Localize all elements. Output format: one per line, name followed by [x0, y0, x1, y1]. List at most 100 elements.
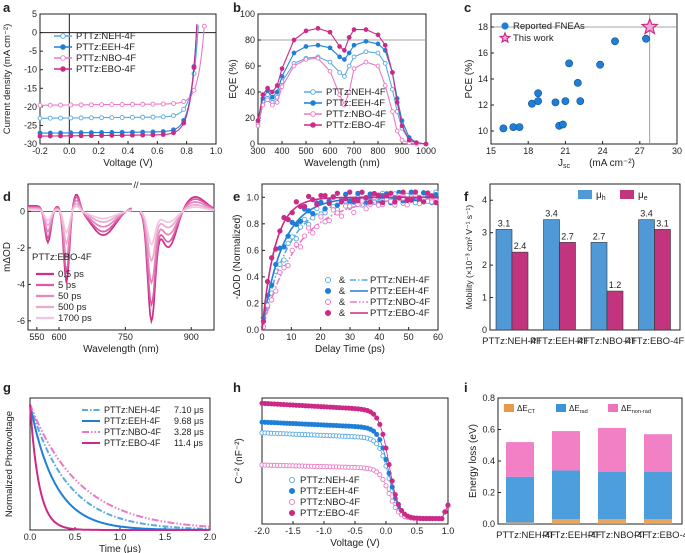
- panel-b-point: [315, 42, 321, 48]
- panel-f-bar-label: 3.1: [656, 218, 669, 228]
- panel-h-legend-marker: [288, 498, 296, 506]
- panel-e-point: [334, 210, 341, 216]
- panel-e-ylabel: -ΔOD (Normalized): [232, 214, 243, 299]
- panel-e-point: [297, 218, 304, 225]
- panel-i-legend-swatch: [608, 404, 618, 412]
- panel-label-h: h: [233, 380, 241, 395]
- panel-e-point: [330, 194, 336, 200]
- panel-f-legend-swatch: [620, 190, 634, 199]
- panel-i-bar-segment: [552, 519, 580, 524]
- panel-d-legend-entry: 50 ps: [58, 291, 81, 302]
- panel-i-ytick-label: 0.2: [482, 488, 495, 498]
- panel-i-legend-entry: ΔEnon-rad: [621, 404, 651, 415]
- panel-h-legend-entry: PTTz:NBO-4F: [300, 497, 360, 508]
- panel-b-point: [270, 102, 275, 108]
- panel-a-point: [160, 101, 166, 107]
- panel-e-point: [310, 230, 316, 236]
- panel-label-b: b: [233, 0, 241, 15]
- panel-a-xtick-label: 0.2: [92, 146, 105, 156]
- panel-a-ylabel: Current density (mA cm⁻²): [2, 24, 13, 135]
- panel-e-point: [322, 206, 328, 212]
- panel-h-xtick-label: 0.0: [380, 526, 393, 536]
- panel-b-point: [351, 54, 357, 60]
- panel-e-point: [285, 262, 291, 269]
- panel-b-point: [399, 137, 405, 143]
- panel-i-legend-swatch: [504, 404, 514, 412]
- panel-h-xtick-label: -1.0: [316, 526, 332, 536]
- panel-g-legend-lifetime: 11.4 μs: [174, 438, 204, 448]
- panel-a-legend-marker: [60, 66, 66, 72]
- panel-i-ylabel: Energy loss (eV): [468, 424, 479, 498]
- panel-i-bar-segment: [644, 472, 672, 520]
- panel-h-point: [371, 428, 377, 434]
- panel-f-legend-entry: μh: [596, 190, 606, 202]
- panel-i-ytick-label: 0.6: [482, 425, 495, 435]
- panel-i-bar-segment: [598, 427, 626, 473]
- panel-c-point: [559, 120, 567, 129]
- panel-e-point: [264, 278, 271, 285]
- panel-f-legend-entry: μe: [638, 190, 648, 202]
- panel-e-point: [347, 203, 353, 209]
- panel-b-legend-entry: PTTz:EEH-4F: [326, 98, 385, 109]
- panel-label-a: a: [3, 0, 11, 15]
- panel-h-legend-entry: PTTz:EEH-4F: [300, 486, 359, 497]
- panel-e-point: [314, 224, 320, 230]
- panel-f-ylabel: Mobility (×10⁻³ cm² V⁻¹ s⁻¹): [464, 205, 474, 310]
- panel-e-legend-entry: PTTz:EBO-4F: [370, 308, 430, 319]
- panel-e-point: [269, 255, 275, 261]
- panel-i-ytick-label: 0.4: [482, 456, 495, 466]
- panel-b-legend-entry: PTTz:NBO-4F: [326, 109, 386, 120]
- panel-e-point: [314, 201, 320, 208]
- panel-e-ytick-label: 0.0: [246, 325, 259, 335]
- panel-a-point: [160, 114, 166, 120]
- panel-label-c: c: [464, 0, 471, 15]
- panel-e-point: [416, 195, 423, 201]
- panel-h-point: [374, 431, 380, 437]
- panel-h-point: [371, 411, 377, 417]
- panel-g-xtick-label: 0.5: [69, 532, 82, 542]
- panel-a-ytick-label: -30: [24, 139, 37, 149]
- panel-f-ytick-label: 0: [482, 325, 487, 335]
- panel-e-point: [310, 197, 316, 203]
- panel-a-point: [129, 132, 135, 138]
- panel-b-xtick-label: 300: [250, 146, 265, 156]
- panel-a-point: [119, 115, 125, 120]
- panel-e-legend-marker: [324, 309, 332, 317]
- panel-a-point: [150, 114, 156, 120]
- panel-b-point: [363, 49, 369, 55]
- panel-e-point: [301, 203, 308, 210]
- panel-b-xtick-label: 400: [274, 146, 289, 156]
- panel-e-point: [355, 198, 361, 204]
- panel-e-ytick-label: 0.2: [246, 298, 259, 308]
- panel-b-point: [414, 140, 419, 146]
- panel-e-point: [392, 199, 398, 205]
- panel-a-point: [47, 115, 53, 121]
- panel-b-point: [327, 59, 333, 65]
- panel-d-xtick-label: 900: [184, 332, 199, 342]
- panel-a-point: [181, 99, 187, 104]
- panel-h-point: [377, 437, 383, 443]
- panel-f-bar: [590, 242, 608, 331]
- panel-a-point: [201, 23, 207, 29]
- panel-h-legend-marker: [288, 476, 296, 484]
- panel-d-ytick-label: -4: [17, 279, 25, 289]
- panel-i-category: PTTz:EBO-4F: [634, 530, 685, 541]
- panel-a-ytick-label: -25: [24, 120, 37, 130]
- panel-a-point: [88, 133, 94, 139]
- panel-h-point: [386, 490, 392, 497]
- panel-b-point: [274, 100, 280, 105]
- panel-a-ytick-label: -5: [29, 46, 37, 56]
- panel-i-legend-swatch: [556, 404, 566, 412]
- panel-h-legend-marker: [288, 487, 296, 495]
- panel-e-point: [293, 199, 299, 205]
- panel-b-point: [274, 89, 280, 95]
- panel-e-point: [404, 202, 410, 208]
- panel-c-ytick-label: 16: [478, 48, 488, 58]
- panel-d-legend-entry: 5 ps: [58, 280, 76, 291]
- panel-a-point: [150, 132, 156, 138]
- panel-d-spectrum-b-1: [139, 198, 215, 308]
- panel-a-xtick-label: 1.0: [210, 146, 223, 156]
- panel-e-point: [310, 210, 316, 217]
- panel-c-ytick-label: 14: [478, 74, 488, 84]
- panel-e-point: [297, 244, 304, 250]
